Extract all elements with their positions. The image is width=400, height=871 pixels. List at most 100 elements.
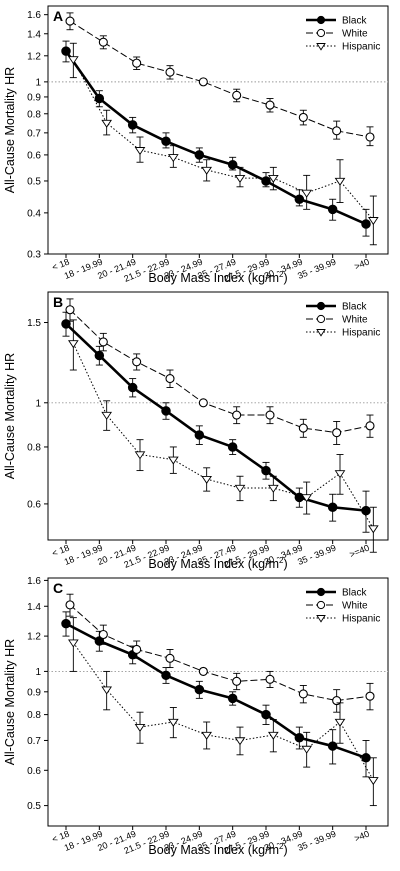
- data-point: [294, 732, 305, 743]
- series-white: [65, 12, 375, 147]
- data-point: [327, 502, 338, 512]
- data-point: [65, 16, 75, 26]
- data-point: [332, 126, 342, 136]
- y-tick-label: 1.4: [27, 29, 41, 40]
- y-tick-label: 0.5: [27, 176, 41, 187]
- x-axis-title-main: Body Mass Index (kg/m: [148, 843, 279, 857]
- data-point: [165, 653, 175, 663]
- data-point: [201, 475, 213, 484]
- y-tick-label: 0.9: [27, 92, 41, 103]
- x-axis-title-main: Body Mass Index (kg/m: [148, 557, 279, 571]
- data-point: [101, 686, 113, 695]
- data-point: [298, 689, 308, 699]
- series-line-black: [65, 322, 367, 512]
- data-point: [94, 350, 105, 361]
- x-axis-title-superscript: 2: [279, 556, 284, 565]
- data-point: [161, 406, 171, 416]
- data-point: [198, 77, 208, 87]
- data-point: [365, 421, 375, 431]
- data-point: [267, 484, 279, 493]
- data-point: [98, 37, 108, 47]
- series-hispanic: [67, 42, 379, 246]
- data-point: [161, 136, 171, 147]
- y-tick-label: 0.8: [27, 442, 41, 453]
- series-line-white: [69, 20, 371, 138]
- data-point: [132, 357, 142, 367]
- legend-label: White: [342, 29, 368, 40]
- data-point: [232, 90, 242, 100]
- data-point: [61, 319, 71, 329]
- x-tick-label: >40: [353, 257, 371, 272]
- data-point: [367, 525, 379, 534]
- data-point: [67, 340, 79, 349]
- x-tick-label: >=40: [348, 543, 371, 560]
- data-point: [332, 696, 342, 706]
- data-point: [294, 194, 305, 204]
- data-point: [161, 670, 171, 681]
- panel-label: A: [53, 8, 63, 24]
- data-point: [361, 753, 371, 763]
- data-point: [365, 132, 375, 142]
- data-point: [94, 93, 105, 104]
- legend-label: Black: [342, 16, 367, 27]
- y-tick-label: 1: [35, 667, 41, 678]
- data-point: [165, 374, 175, 384]
- panel-label: B: [53, 294, 63, 310]
- series-white: [65, 593, 375, 713]
- data-point: [61, 618, 71, 629]
- y-axis-title: All-Cause Mortality HR: [3, 639, 17, 765]
- series-line-white: [69, 309, 371, 434]
- data-point: [198, 666, 208, 676]
- data-point: [361, 505, 371, 516]
- data-point: [298, 112, 308, 122]
- data-point: [167, 718, 179, 727]
- data-point: [334, 718, 346, 727]
- data-point: [261, 709, 271, 720]
- data-point: [301, 494, 313, 503]
- data-point: [261, 176, 271, 186]
- plot-frame: [47, 5, 389, 255]
- x-axis-title: Body Mass Index (kg/m2): [148, 556, 287, 571]
- y-tick-label: 0.7: [27, 128, 41, 139]
- legend-marker: [316, 314, 326, 324]
- legend: Black White Hispanic: [306, 588, 380, 625]
- data-point: [334, 177, 346, 186]
- series-hispanic: [67, 319, 379, 553]
- data-point: [98, 337, 108, 347]
- y-tick-label: 0.8: [27, 109, 41, 120]
- data-point: [327, 204, 338, 215]
- series-black: [61, 611, 371, 778]
- y-tick-label: 0.6: [27, 499, 41, 510]
- data-point: [134, 147, 146, 156]
- legend-label: Black: [342, 588, 367, 599]
- x-tick-label: 35 - 39.99: [296, 257, 337, 281]
- data-point: [132, 644, 142, 655]
- data-point: [127, 120, 138, 130]
- y-tick-label: 0.8: [27, 710, 41, 721]
- data-point: [61, 46, 71, 56]
- data-point: [65, 600, 75, 610]
- series-hispanic: [67, 617, 379, 807]
- y-tick-label: 0.6: [27, 150, 41, 161]
- data-point: [265, 674, 275, 684]
- data-point: [67, 639, 79, 648]
- y-tick-label: 1.6: [27, 576, 41, 587]
- data-point: [67, 56, 79, 65]
- legend: Black White Hispanic: [306, 302, 380, 339]
- y-tick-label: 1: [35, 77, 41, 88]
- x-axis-title: Body Mass Index (kg/m2): [148, 842, 287, 857]
- data-point: [365, 691, 375, 701]
- series-line-hispanic: [72, 642, 374, 781]
- data-point: [227, 160, 238, 170]
- data-point: [334, 470, 346, 479]
- series-line-black: [65, 622, 367, 760]
- legend-marker: [316, 28, 326, 38]
- series-black: [61, 40, 371, 237]
- data-point: [265, 100, 275, 110]
- legend-label: Hispanic: [342, 328, 380, 339]
- data-point: [301, 745, 313, 754]
- legend-marker: [316, 600, 326, 610]
